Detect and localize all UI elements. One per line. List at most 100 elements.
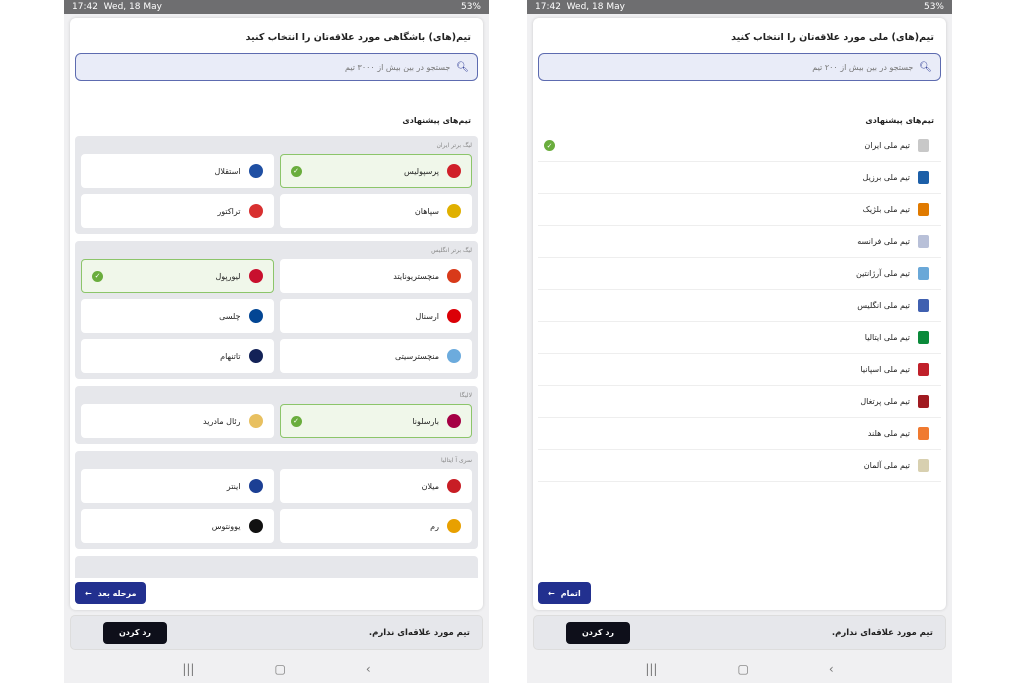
team-logo-icon (447, 309, 461, 323)
team-name: رم (430, 521, 439, 531)
page-title: تیم(های) ملی مورد علاقه‌تان را انتخاب کن… (731, 32, 934, 43)
team-tile[interactable]: اینتر (81, 469, 274, 503)
team-tile[interactable]: لیورپول ✓ (81, 259, 274, 293)
team-tile[interactable]: چلسی (81, 299, 274, 333)
league-group: لیگ برتر انگلیس منچستریونایتد لیورپول ✓ ارسن… (75, 241, 478, 379)
team-logo-icon (248, 519, 263, 533)
team-logo-icon (248, 164, 263, 178)
recents-icon[interactable]: ||| (182, 662, 195, 676)
team-name: تیم ملی بلژیک (862, 205, 910, 214)
search-box[interactable]: 🔍︎ (75, 53, 478, 81)
team-tile[interactable]: سپاهان (279, 194, 472, 228)
suggested-heading: تیم‌های پیشنهادی (865, 116, 934, 125)
team-tile[interactable]: استقلال (81, 154, 274, 188)
team-tile[interactable]: یوونتوس (81, 509, 274, 543)
no-favorite-text: تیم مورد علاقه‌ای ندارم. (368, 627, 470, 638)
team-name: تیم ملی ایران (864, 141, 910, 150)
page-title: تیم(های) باشگاهی مورد علاقه‌تان را انتخا… (245, 32, 471, 43)
team-name: تیم ملی ایتالیا (864, 333, 910, 342)
national-team-row[interactable]: تیم ملی بلژیک (538, 194, 941, 226)
national-team-row[interactable]: تیم ملی هلند (538, 418, 941, 450)
recents-icon[interactable]: ||| (645, 662, 658, 676)
team-name: اینتر (226, 481, 241, 491)
selection-card: تیم(های) ملی مورد علاقه‌تان را انتخاب کن… (533, 18, 946, 610)
finish-button[interactable]: اتمام ← (538, 582, 591, 604)
national-team-row[interactable]: تیم ملی ایتالیا (538, 322, 941, 354)
team-logo-icon (447, 349, 461, 363)
team-crest-icon (918, 299, 929, 312)
search-icon: 🔍︎ (919, 61, 932, 73)
team-name: تیم ملی پرتغال (860, 397, 910, 406)
team-logo-icon (248, 269, 263, 283)
home-icon[interactable]: ▢ (274, 662, 286, 676)
team-name: لیورپول (215, 271, 241, 281)
team-tile[interactable]: پرسپولیس ✓ (279, 154, 472, 188)
team-name: پرسپولیس (404, 166, 439, 176)
reject-button[interactable]: رد کردن (566, 621, 630, 644)
check-icon: ✓ (290, 415, 302, 427)
team-tile[interactable]: تاتنهام (81, 339, 274, 373)
team-tile[interactable]: ارسنال (279, 299, 472, 333)
team-logo-icon (447, 414, 461, 428)
national-team-row[interactable]: تیم ملی پرتغال (538, 386, 941, 418)
league-group: سری آ ایتالیا میلان اینتر رم یوونتوس (75, 451, 478, 549)
team-name: میلان (421, 481, 439, 491)
national-team-row[interactable]: تیم ملی ایران ✓ (538, 130, 941, 162)
team-logo-icon (447, 269, 461, 283)
next-step-button[interactable]: مرحله بعد ← (75, 582, 147, 604)
team-crest-icon (918, 171, 929, 184)
search-box[interactable]: 🔍︎ (538, 53, 941, 81)
national-team-row[interactable]: تیم ملی آلمان (538, 450, 941, 482)
status-time: 17:42 (72, 2, 98, 12)
team-tile[interactable]: رئال مادرید (81, 404, 274, 438)
team-tile[interactable]: رم (279, 509, 472, 543)
team-name: تیم ملی برزیل (862, 173, 910, 182)
status-date: Wed, 18 May (103, 2, 162, 12)
finish-label: اتمام (560, 588, 581, 598)
team-logo-icon (447, 479, 461, 493)
team-name: تیم ملی هلند (867, 429, 910, 438)
search-input[interactable] (613, 62, 914, 72)
check-icon: ✓ (544, 140, 555, 151)
check-icon: ✓ (290, 165, 302, 177)
league-group: لیگ برتر ایران پرسپولیس ✓ استقلال سپاهان تراک… (75, 136, 478, 234)
team-tile[interactable]: بارسلونا ✓ (279, 404, 472, 438)
national-team-row[interactable]: تیم ملی انگلیس (538, 290, 941, 322)
next-label: مرحله بعد (97, 588, 137, 598)
team-crest-icon (918, 427, 929, 440)
league-group (75, 556, 478, 578)
national-team-list: تیم ملی ایران ✓ تیم ملی برزیل تیم ملی بلژیک… (538, 130, 941, 482)
reject-button[interactable]: رد کردن (103, 621, 167, 644)
national-team-row[interactable]: تیم ملی فرانسه (538, 226, 941, 258)
team-crest-icon (918, 267, 929, 280)
back-icon[interactable]: ‹ (365, 662, 371, 676)
team-name: استقلال (214, 166, 241, 176)
search-input[interactable] (150, 62, 451, 72)
team-tile[interactable]: تراکتور (81, 194, 274, 228)
national-team-row[interactable]: تیم ملی آرژانتین (538, 258, 941, 290)
league-groups[interactable]: لیگ برتر ایران پرسپولیس ✓ استقلال سپاهان تراک… (75, 136, 478, 578)
team-tile[interactable]: میلان (279, 469, 472, 503)
android-nav-bar: ||| ▢ ‹ (64, 655, 489, 683)
team-crest-icon (918, 363, 929, 376)
team-logo-icon (248, 349, 263, 363)
team-crest-icon (918, 459, 929, 472)
national-team-row[interactable]: تیم ملی اسپانیا (538, 354, 941, 386)
status-bar: 17:42 Wed, 18 May 53% (527, 0, 952, 14)
selection-card: تیم(های) باشگاهی مورد علاقه‌تان را انتخا… (70, 18, 483, 610)
team-tile[interactable]: منچسترسیتی (279, 339, 472, 373)
national-selection-screen: 17:42 Wed, 18 May 53% تیم(های) ملی مورد ع… (527, 0, 952, 683)
home-icon[interactable]: ▢ (737, 662, 749, 676)
team-crest-icon (918, 331, 929, 344)
national-team-row[interactable]: تیم ملی برزیل (538, 162, 941, 194)
back-icon[interactable]: ‹ (828, 662, 834, 676)
status-bar: 17:42 Wed, 18 May 53% (64, 0, 489, 14)
team-name: بارسلونا (412, 416, 439, 426)
league-group: لالیگا بارسلونا ✓ رئال مادرید (75, 386, 478, 444)
team-name: رئال مادرید (203, 416, 241, 426)
team-crest-icon (918, 139, 929, 152)
team-tile[interactable]: منچستریونایتد (279, 259, 472, 293)
arrow-left-icon: ← (85, 588, 92, 598)
team-name: ارسنال (415, 311, 439, 321)
no-favorite-bar: تیم مورد علاقه‌ای ندارم. رد کردن (533, 615, 946, 650)
